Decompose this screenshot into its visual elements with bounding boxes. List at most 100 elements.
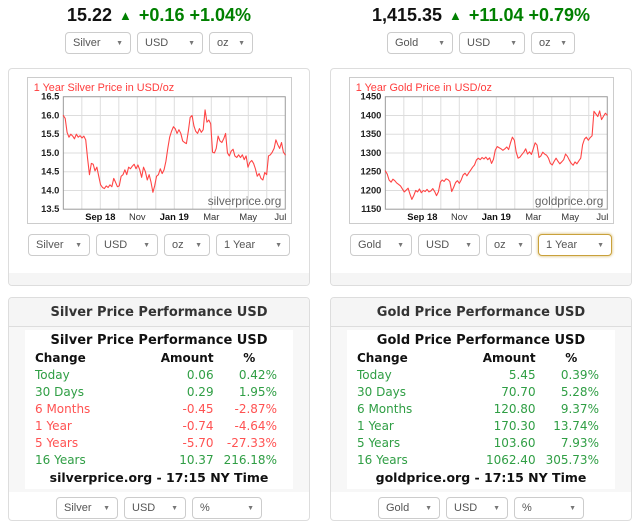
- gold-performance-table: Gold Price Performance USD Change Amount…: [347, 330, 615, 489]
- svg-text:1200: 1200: [360, 185, 381, 195]
- table-row: Today 5.45 0.39%: [357, 368, 599, 382]
- dropdown-caret-icon: ▼: [510, 39, 517, 47]
- dropdown-caret-icon: ▼: [275, 241, 282, 249]
- gold-chart-unit-select[interactable]: oz ▼: [486, 234, 532, 256]
- svg-text:Jul: Jul: [274, 212, 286, 222]
- table-row: 5 Years 103.60 7.93%: [357, 436, 599, 450]
- gold-table-header: Change Amount %: [357, 351, 578, 365]
- svg-text:14.0: 14.0: [41, 185, 59, 195]
- gold-performance-panel: Gold Price Performance USD Gold Price Pe…: [330, 297, 632, 521]
- dropdown-caret-icon: ▼: [195, 241, 202, 249]
- gold-performance-panel-title: Gold Price Performance USD: [331, 298, 631, 327]
- svg-text:Mar: Mar: [203, 212, 219, 222]
- gold-table-title: Gold Price Performance USD: [376, 333, 586, 348]
- gold-chart-selectors: Gold ▼ USD ▼ oz ▼ 1 Year ▼: [331, 234, 631, 256]
- silver-change: +0.16: [138, 5, 185, 25]
- svg-text:Sep 18: Sep 18: [85, 212, 115, 222]
- silver-table-header: Change Amount %: [35, 351, 256, 365]
- svg-text:silverprice.org: silverprice.org: [207, 194, 281, 208]
- svg-text:13.5: 13.5: [41, 204, 59, 214]
- silver-performance-panel-title: Silver Price Performance USD: [9, 298, 309, 327]
- silver-chart-panel-footer: [9, 273, 309, 285]
- silver-perf-mode-select[interactable]: % ▼: [192, 497, 262, 519]
- svg-text:Jul: Jul: [596, 212, 608, 222]
- silver-perf-currency-select[interactable]: USD ▼: [124, 497, 186, 519]
- dropdown-caret-icon: ▼: [438, 39, 445, 47]
- svg-text:1300: 1300: [360, 148, 381, 158]
- silver-metal-select[interactable]: Silver ▼: [65, 32, 131, 54]
- dropdown-caret-icon: ▼: [397, 241, 404, 249]
- gold-quote-selectors: Gold ▼ USD ▼ oz ▼: [330, 32, 632, 54]
- dropdown-caret-icon: ▼: [188, 39, 195, 47]
- silver-unit-select[interactable]: oz ▼: [209, 32, 253, 54]
- gold-metal-select[interactable]: Gold ▼: [387, 32, 453, 54]
- dropdown-caret-icon: ▼: [75, 241, 82, 249]
- table-row: 1 Year 170.30 13.74%: [357, 419, 599, 433]
- silver-chart-unit-select[interactable]: oz ▼: [164, 234, 210, 256]
- table-row: 5 Years -5.70 -27.33%: [35, 436, 277, 450]
- gold-chart-currency-select[interactable]: USD ▼: [418, 234, 480, 256]
- gold-currency-select[interactable]: USD ▼: [459, 32, 525, 54]
- gold-chart-period-select[interactable]: 1 Year ▼: [538, 234, 612, 256]
- dropdown-caret-icon: ▼: [517, 241, 524, 249]
- svg-text:15.0: 15.0: [41, 148, 59, 158]
- silver-performance-body: Silver Price Performance USD Change Amou…: [9, 327, 309, 492]
- dropdown-caret-icon: ▼: [247, 504, 254, 512]
- gold-chart-metal-select[interactable]: Gold ▼: [350, 234, 412, 256]
- svg-text:1400: 1400: [360, 110, 381, 120]
- svg-text:1350: 1350: [360, 129, 381, 139]
- svg-text:14.5: 14.5: [41, 167, 59, 177]
- silver-chart-selectors: Silver ▼ USD ▼ oz ▼ 1 Year ▼: [9, 234, 309, 256]
- svg-text:1250: 1250: [360, 167, 381, 177]
- gold-quote: 1,415.35 ▲ +11.04 +0.79%: [330, 4, 632, 27]
- svg-text:Jan 19: Jan 19: [481, 212, 510, 222]
- svg-text:16.0: 16.0: [41, 110, 59, 120]
- dropdown-caret-icon: ▼: [597, 241, 604, 249]
- silver-performance-panel: Silver Price Performance USD Silver Pric…: [8, 297, 310, 521]
- silver-change-pct: +1.04%: [189, 5, 252, 25]
- svg-text:May: May: [239, 212, 257, 222]
- table-row: Today 0.06 0.42%: [35, 368, 277, 382]
- gold-chart-wrap: goldprice.org 1150 1200 1250 1300 1350 1400 145…: [331, 69, 631, 224]
- table-row: 30 Days 70.70 5.28%: [357, 385, 599, 399]
- svg-text:goldprice.org: goldprice.org: [534, 194, 602, 208]
- gold-perf-mode-select[interactable]: % ▼: [514, 497, 584, 519]
- silver-price: 15.22: [66, 5, 112, 25]
- silver-chart-metal-select[interactable]: Silver ▼: [28, 234, 90, 256]
- gold-perf-metal-select[interactable]: Gold ▼: [378, 497, 440, 519]
- gold-performance-body: Gold Price Performance USD Change Amount…: [331, 327, 631, 492]
- table-row: 1 Year -0.74 -4.64%: [35, 419, 277, 433]
- silver-quote-selectors: Silver ▼ USD ▼ oz ▼: [8, 32, 310, 54]
- dropdown-caret-icon: ▼: [569, 504, 576, 512]
- table-row: 6 Months 120.80 9.37%: [357, 402, 599, 416]
- gold-perf-currency-select[interactable]: USD ▼: [446, 497, 508, 519]
- silver-perf-metal-select[interactable]: Silver ▼: [56, 497, 118, 519]
- dropdown-caret-icon: ▼: [143, 241, 150, 249]
- silver-chart-period-select[interactable]: 1 Year ▼: [216, 234, 290, 256]
- silver-performance-selectors: Silver ▼ USD ▼ % ▼: [9, 497, 309, 519]
- dropdown-caret-icon: ▼: [103, 504, 110, 512]
- svg-text:15.5: 15.5: [41, 129, 59, 139]
- svg-text:Jan 19: Jan 19: [159, 212, 188, 222]
- silver-currency-select[interactable]: USD ▼: [137, 32, 203, 54]
- svg-text:Mar: Mar: [525, 212, 541, 222]
- table-row: 16 Years 10.37 216.18%: [35, 453, 277, 467]
- table-row: 6 Months -0.45 -2.87%: [35, 402, 277, 416]
- dropdown-caret-icon: ▼: [465, 241, 472, 249]
- silver-column: 15.22 ▲ +0.16 +1.04% Silver ▼ USD ▼ oz ▼…: [8, 4, 310, 521]
- silver-quote: 15.22 ▲ +0.16 +1.04%: [8, 4, 310, 27]
- silver-chart-currency-select[interactable]: USD ▼: [96, 234, 158, 256]
- silver-chart-wrap: silverprice.org 13.5 14.0 14.5 15.0 15.5 16.0 1…: [9, 69, 309, 224]
- up-arrow-icon: ▲: [119, 8, 132, 23]
- gold-price: 1,415.35: [371, 5, 443, 25]
- gold-performance-selectors: Gold ▼ USD ▼ % ▼: [331, 497, 631, 519]
- gold-chart-panel: goldprice.org 1150 1200 1250 1300 1350 1400 145…: [330, 68, 632, 286]
- svg-text:Sep 18: Sep 18: [407, 212, 437, 222]
- gold-unit-select[interactable]: oz ▼: [531, 32, 575, 54]
- svg-text:Nov: Nov: [128, 212, 145, 222]
- up-arrow-icon: ▲: [449, 8, 462, 23]
- svg-text:Nov: Nov: [450, 212, 467, 222]
- svg-text:May: May: [561, 212, 579, 222]
- svg-text:1450: 1450: [360, 92, 381, 102]
